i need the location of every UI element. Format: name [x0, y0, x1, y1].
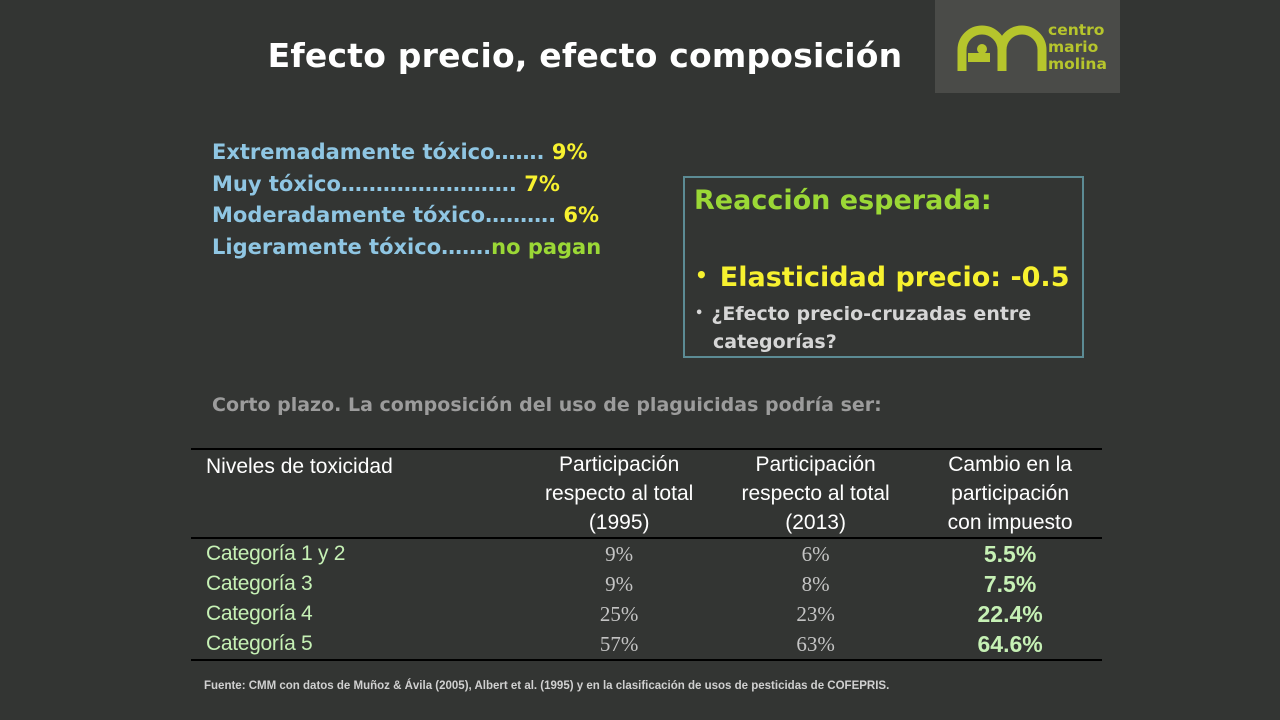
- composition-table: Niveles de toxicidad Participación respec…: [191, 448, 1102, 661]
- cross-effect-bullet: • ¿Efecto precio-cruzadas entre categoría…: [695, 300, 1031, 356]
- elasticity-bullet: • Elasticidad precio: -0.5: [695, 262, 1069, 293]
- tax-rate: 6%: [563, 203, 600, 227]
- share-1995-cell: 57%: [525, 629, 714, 661]
- slide-title: Efecto precio, efecto composición: [267, 36, 903, 75]
- bullet-icon: •: [695, 306, 704, 321]
- logo-text: centro mario molina: [1048, 22, 1107, 73]
- intro-bold: composición del uso de plaguicidas podrí…: [379, 394, 882, 416]
- toxicity-rate-list: Extremadamente tóxico……. 9% Muy tóxico………: [212, 137, 601, 263]
- toxicity-rate-item: Muy tóxico……………………. 7%: [212, 169, 601, 201]
- table-row: Categoría 5 57% 63% 64.6%: [191, 629, 1102, 661]
- tax-rate: 9%: [551, 140, 588, 164]
- share-2013-cell: 6%: [801, 541, 830, 566]
- intro-plain: Corto plazo. La: [212, 394, 380, 416]
- share-1995-cell: 9%: [605, 571, 634, 596]
- toxicity-rate-item: Extremadamente tóxico……. 9%: [212, 137, 601, 169]
- share-2013-cell: 8%: [801, 571, 830, 596]
- toxicity-level-label: Extremadamente tóxico…….: [212, 140, 552, 164]
- header-share-1995: Participación respecto al total (1995): [525, 448, 714, 539]
- toxicity-level-label: Moderadamente tóxico……….: [212, 203, 564, 227]
- toxicity-level-label: Muy tóxico…………………….: [212, 171, 525, 196]
- header-change-with-tax: Cambio en la participación con impuesto: [918, 448, 1102, 539]
- logo: centro mario molina: [935, 0, 1120, 93]
- change-cell: 5.5%: [983, 540, 1037, 567]
- tax-rate: no pagan: [491, 234, 602, 259]
- share-2013-cell: 63%: [713, 629, 919, 661]
- header-toxicity-levels: Niveles de toxicidad: [191, 448, 526, 539]
- composition-intro: Corto plazo. La composición del uso de p…: [212, 394, 882, 416]
- logo-text-line: centro: [1048, 21, 1105, 39]
- category-cell: Categoría 3: [206, 572, 313, 595]
- toxicity-rate-item: Moderadamente tóxico………. 6%: [212, 200, 601, 232]
- cross-effect-text: categorías?: [713, 331, 837, 353]
- logo-text-line: mario: [1048, 38, 1099, 56]
- expected-reaction-box: Reacción esperada: • Elasticidad precio: …: [683, 176, 1084, 358]
- category-cell: Categoría 1 y 2: [206, 542, 346, 565]
- table-row: Categoría 3 9% 8% 7.5%: [191, 569, 1102, 599]
- reaction-title: Reacción esperada:: [694, 185, 992, 216]
- table-row: Categoría 4 25% 23% 22.4%: [191, 599, 1102, 629]
- toxicity-level-label: Ligeramente tóxico…….: [212, 234, 492, 259]
- source-note: Fuente: CMM con datos de Muñoz & Ávila (…: [204, 680, 890, 692]
- table-header-row: Niveles de toxicidad Participación respec…: [191, 448, 1102, 539]
- change-cell: 64.6%: [918, 629, 1102, 661]
- change-cell: 7.5%: [983, 570, 1037, 597]
- logo-text-line: molina: [1048, 55, 1107, 73]
- table-row: Categoría 1 y 2 9% 6% 5.5%: [191, 538, 1102, 569]
- share-2013-cell: 23%: [796, 601, 835, 626]
- bullet-icon: •: [695, 263, 708, 287]
- category-cell: Categoría 5: [191, 629, 526, 661]
- tax-rate: 7%: [524, 171, 560, 196]
- elasticity-text: Elasticidad precio: -0.5: [719, 262, 1070, 293]
- toxicity-rate-item: Ligeramente tóxico…….no pagan: [212, 232, 601, 264]
- centro-mario-molina-logo-mark: [957, 25, 1047, 71]
- category-cell: Categoría 4: [206, 602, 313, 625]
- share-1995-cell: 9%: [605, 541, 634, 566]
- share-1995-cell: 25%: [599, 601, 639, 626]
- change-cell: 22.4%: [977, 600, 1043, 627]
- header-share-2013: Participación respecto al total (2013): [713, 448, 919, 539]
- cross-effect-text: ¿Efecto precio-cruzadas entre: [711, 303, 1032, 325]
